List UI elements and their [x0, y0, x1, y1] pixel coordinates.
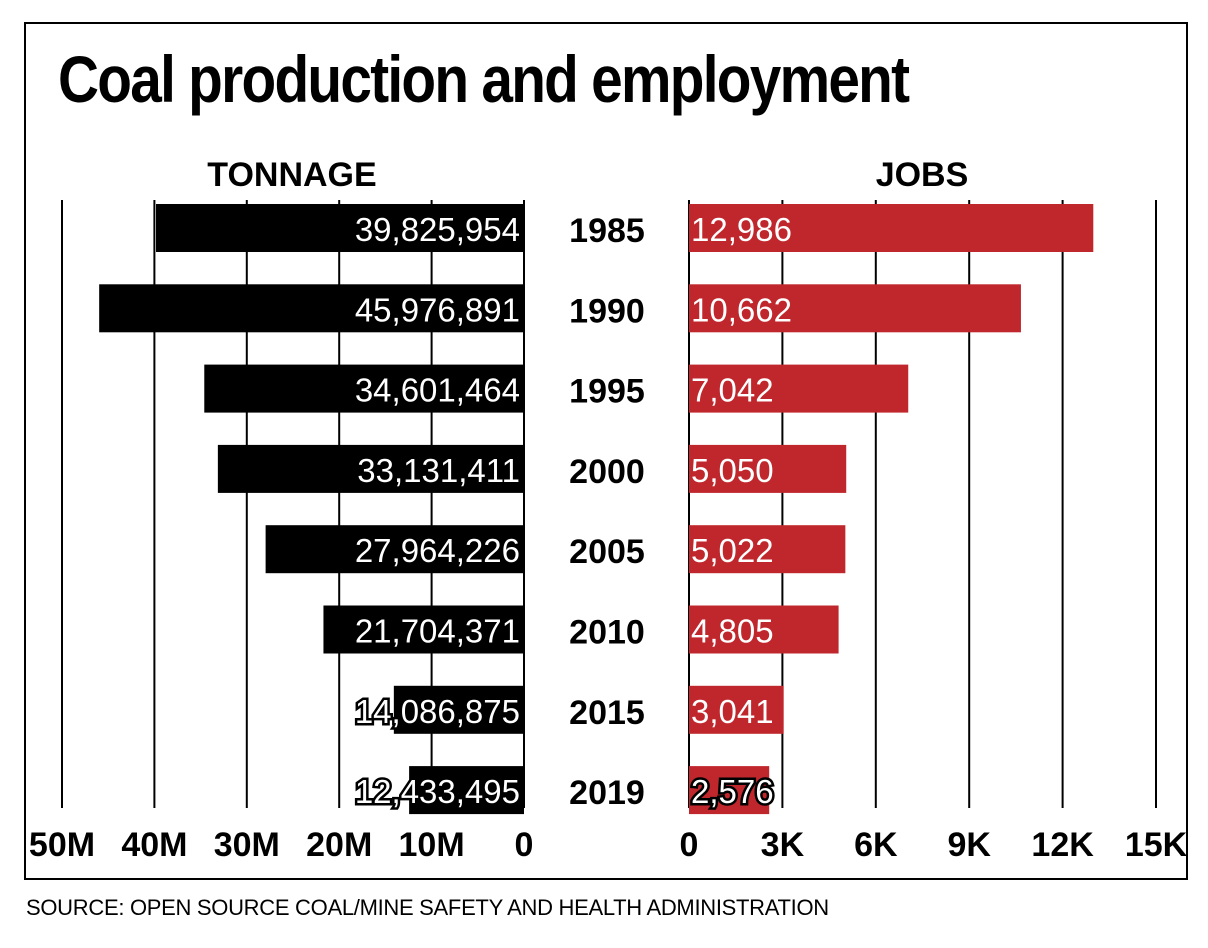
jobs-tick-label: 15K: [1125, 826, 1188, 864]
tonnage-bar: [156, 204, 524, 252]
year-label: 2005: [569, 533, 645, 571]
jobs-data-label: 5,050: [691, 452, 774, 489]
jobs-bar: [689, 204, 1094, 252]
tonnage-data-label: 27,964,226: [355, 532, 520, 569]
tonnage-bars: 39,825,954 45,976,891 34,601,464 33,131,411…: [99, 204, 525, 815]
tonnage-bar: [99, 284, 525, 333]
jobs-data-label: 5,022: [691, 532, 774, 569]
tonnage-data-label: 21,704,371: [355, 613, 520, 650]
tonnage-bar: [204, 364, 524, 413]
jobs-data-label: 3,041: [691, 693, 774, 730]
chart-title: Coal production and employment: [58, 42, 910, 116]
chart-frame: [24, 22, 1188, 880]
jobs-data-label: 4,805: [691, 613, 774, 650]
year-label: 1995: [569, 373, 645, 411]
jobs-data-label: 2,576: [691, 773, 774, 810]
tonnage-data-label: 39,825,954: [355, 211, 520, 248]
jobs-bar: [689, 605, 839, 654]
tonnage-tick-label: 50M: [29, 826, 95, 864]
jobs-bar: [689, 525, 846, 574]
tonnage-tick-label: 30M: [214, 826, 280, 864]
tonnage-panel-title: TONNAGE: [207, 156, 376, 194]
tonnage-tick-label: 0: [515, 826, 534, 864]
tonnage-bar: [265, 525, 524, 574]
year-label: 2019: [569, 774, 645, 812]
tonnage-tick-label: 20M: [306, 826, 372, 864]
jobs-bar: [689, 284, 1021, 333]
jobs-data-label: 7,042: [691, 372, 774, 409]
tonnage-bar: [217, 444, 524, 493]
jobs-tick-label: 0: [680, 826, 699, 864]
jobs-tick-label: 9K: [947, 826, 991, 864]
year-label: 2010: [569, 614, 645, 652]
jobs-bars: 12,986 10,662 7,042 5,050 5,022 4,805 3,041 2,5…: [689, 204, 1094, 815]
jobs-tick-label: 3K: [761, 826, 805, 864]
jobs-data-label: 12,986: [691, 211, 792, 248]
tonnage-bar: [393, 685, 524, 734]
tonnage-tick-label: 10M: [399, 826, 465, 864]
tonnage-bar: [409, 766, 524, 815]
tonnage-data-label: 14,086,875: [355, 693, 520, 730]
tonnage-tick-label: 40M: [121, 826, 187, 864]
year-label: 1985: [569, 212, 645, 250]
year-label: 1990: [569, 292, 645, 330]
tonnage-bar: [323, 605, 524, 654]
tonnage-data-label: 12,433,495: [355, 773, 520, 810]
jobs-axis: 0 3K 6K 9K 12K 15K: [680, 826, 1188, 864]
tonnage-data-label: 45,976,891: [355, 291, 520, 328]
tonnage-axis: 50M 40M 30M 20M 10M 0: [29, 826, 534, 864]
jobs-bar: [689, 685, 784, 734]
year-label: 2015: [569, 694, 645, 732]
tonnage-data-label: 33,131,411: [357, 452, 520, 489]
year-label: 2000: [569, 453, 645, 491]
jobs-panel-title: JOBS: [876, 156, 969, 194]
tonnage-data-label: 34,601,464: [355, 372, 520, 409]
jobs-tick-label: 12K: [1031, 826, 1094, 864]
jobs-tick-label: 6K: [854, 826, 898, 864]
jobs-bar: [689, 766, 770, 815]
jobs-bar: [689, 364, 909, 413]
year-labels: 1985 1990 1995 2000 2005 2010 2015 2019: [569, 212, 645, 812]
jobs-bar: [689, 444, 847, 493]
source-note: SOURCE: OPEN SOURCE COAL/MINE SAFETY AND…: [26, 895, 829, 920]
jobs-data-label: 10,662: [691, 291, 792, 328]
